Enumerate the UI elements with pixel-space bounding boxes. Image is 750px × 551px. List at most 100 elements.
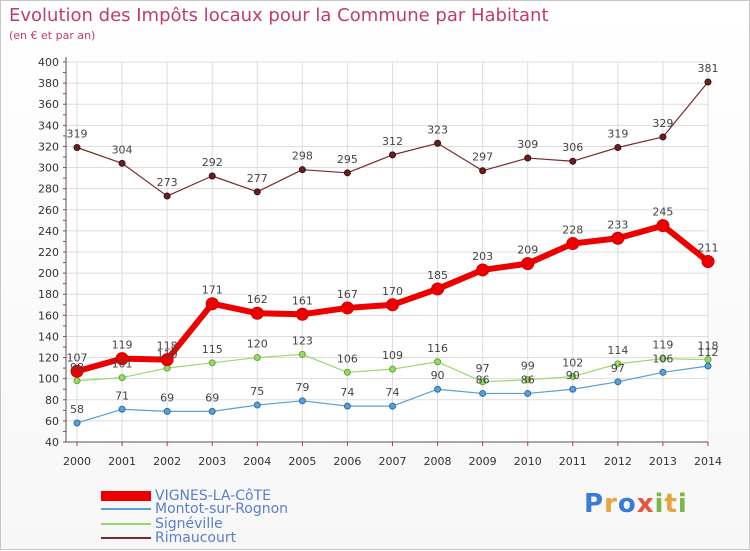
x-tick-label: 2013 [649,455,677,468]
y-tick-label: 40 [45,436,59,449]
data-label: 99 [521,360,535,373]
data-label: 75 [250,385,264,398]
data-point [524,376,532,384]
data-point [163,407,171,415]
data-label: 203 [472,250,493,263]
data-point [73,144,81,151]
data-point [569,373,577,381]
data-label: 98 [70,361,84,374]
data-label: 309 [517,138,538,151]
data-label: 306 [562,141,583,154]
data-point [704,78,712,86]
data-label: 319 [607,128,628,141]
data-label: 110 [157,348,178,361]
data-label: 120 [247,338,268,351]
data-point [205,297,219,311]
x-tick-label: 2003 [198,455,226,468]
data-point [611,231,625,245]
x-tick-label: 2011 [559,455,587,468]
data-label: 106 [652,352,673,365]
data-point [614,378,622,386]
logo-letter: i [654,489,665,519]
data-point [479,167,487,175]
data-point [298,166,306,174]
data-label: 71 [115,389,129,402]
x-tick-label: 2012 [604,455,632,468]
data-point [431,282,445,296]
x-tick-label: 2004 [243,455,271,468]
data-label: 211 [698,242,719,255]
data-point [298,397,306,405]
data-label: 228 [562,224,583,237]
y-tick-label: 140 [38,330,59,343]
y-tick-label: 80 [45,394,59,407]
data-label: 312 [382,135,403,148]
legend-swatch [101,508,151,510]
proxiti-logo: Proxiti [584,489,688,519]
data-label: 323 [427,123,448,136]
data-point [343,169,351,177]
data-point [389,365,396,373]
data-label: 209 [517,244,538,257]
data-label: 277 [247,172,268,185]
data-label: 295 [337,153,358,166]
data-point [614,144,622,151]
legend-item: Signéville [101,516,223,532]
data-point [524,389,532,397]
data-label: 114 [607,344,628,357]
data-label: 74 [386,386,400,399]
data-point [253,401,261,409]
data-label: 101 [112,358,133,371]
y-tick-label: 300 [38,162,59,175]
data-label: 297 [472,151,493,164]
y-tick-label: 360 [38,98,59,111]
data-label: 171 [202,284,223,297]
data-label: 97 [476,362,490,375]
data-point [73,419,81,427]
y-tick-label: 240 [38,225,59,238]
x-tick-label: 2001 [108,455,136,468]
y-tick-label: 60 [45,415,59,428]
data-point [386,298,399,312]
data-point [253,188,261,196]
data-label: 167 [337,288,358,301]
data-point [479,389,487,397]
data-label: 118 [698,340,719,353]
data-point [389,402,396,410]
y-tick-label: 160 [38,309,59,322]
data-label: 115 [202,343,223,356]
x-tick-label: 2006 [333,455,361,468]
legend-swatch [101,491,151,501]
y-tick-label: 380 [38,77,59,90]
data-point [295,307,309,321]
y-tick-label: 260 [38,204,59,217]
data-label: 109 [382,349,403,362]
data-label: 86 [476,373,490,386]
y-tick-label: 400 [38,56,59,69]
legend-label: Montot-sur-Rognon [155,501,289,517]
x-tick-label: 2014 [694,455,722,468]
data-label: 90 [566,369,580,382]
data-point [208,407,216,415]
data-point [253,354,261,362]
data-point [434,385,442,393]
data-point [208,359,216,367]
legend-label: VIGNES-LA-CôTE [155,488,271,504]
chart-subtitle: (en € et par an) [9,29,96,42]
data-label: 116 [427,342,448,355]
data-point [73,377,81,385]
data-label: 298 [292,150,313,163]
legend-label: Rimaucourt [155,530,237,546]
y-tick-label: 320 [38,140,59,153]
data-point [659,368,667,376]
data-label: 102 [562,357,583,370]
y-tick-label: 180 [38,288,59,301]
data-label: 273 [157,176,178,189]
logo-letter: o [617,489,637,519]
legend-label: Signéville [155,516,223,532]
data-point [659,133,667,141]
data-point [614,360,622,368]
data-point [434,358,442,366]
data-label: 90 [431,369,445,382]
